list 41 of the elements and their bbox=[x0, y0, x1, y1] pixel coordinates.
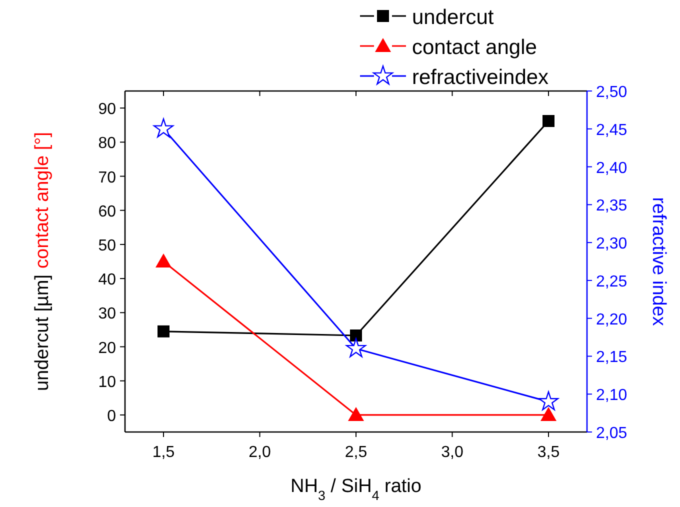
legend-label: refractiveindex bbox=[412, 66, 550, 89]
y2-tick-label: 2,50 bbox=[596, 84, 628, 101]
y-tick-label: 80 bbox=[98, 135, 116, 152]
legend-label: contact angle bbox=[412, 36, 537, 59]
x-tick-label: 2,5 bbox=[344, 444, 368, 461]
x-tick-label: 2,0 bbox=[248, 444, 271, 461]
y-tick-label: 10 bbox=[98, 374, 116, 391]
y-tick-label: 40 bbox=[98, 272, 116, 289]
legend-label: undercut bbox=[412, 6, 494, 29]
y2-tick-label: 2,30 bbox=[596, 236, 628, 253]
y2-tick-label: 2,20 bbox=[596, 311, 628, 328]
x-tick-label: 3,0 bbox=[441, 444, 464, 461]
point bbox=[158, 325, 170, 338]
text: contact angle [°] bbox=[32, 132, 53, 268]
point bbox=[348, 406, 364, 421]
y2-tick-label: 2,25 bbox=[596, 273, 628, 290]
point bbox=[153, 118, 174, 138]
y2-tick-label: 2,10 bbox=[596, 387, 628, 404]
x-axis-title: NH$_{3}$ / SiH$_{4}$ ratio bbox=[290, 476, 422, 502]
y2-tick-label: 2,35 bbox=[596, 198, 628, 215]
point bbox=[346, 338, 366, 358]
point bbox=[538, 391, 559, 410]
y-tick-label: 0 bbox=[107, 408, 116, 425]
x-tick-label: 3,5 bbox=[537, 444, 560, 461]
y-tick-label: 50 bbox=[98, 237, 116, 254]
x-tick-label: 1,5 bbox=[152, 444, 175, 461]
y2-tick-label: 2,45 bbox=[596, 122, 628, 139]
y-tick-label: 90 bbox=[98, 101, 116, 118]
y2-axis-title: refractive index bbox=[648, 197, 669, 326]
point bbox=[542, 115, 554, 128]
y-tick-label: 70 bbox=[98, 169, 116, 186]
y-tick-label: 60 bbox=[98, 203, 116, 220]
y-tick-label: 30 bbox=[98, 306, 116, 323]
y2-tick-label: 2,15 bbox=[596, 349, 628, 366]
point bbox=[350, 329, 362, 342]
y2-tick-label: 2,05 bbox=[596, 425, 628, 442]
text: undercut [µm] bbox=[32, 274, 53, 392]
point bbox=[540, 406, 556, 421]
y-tick-label: 20 bbox=[98, 340, 116, 357]
y2-tick-label: 2,40 bbox=[596, 160, 628, 177]
point bbox=[156, 254, 172, 268]
